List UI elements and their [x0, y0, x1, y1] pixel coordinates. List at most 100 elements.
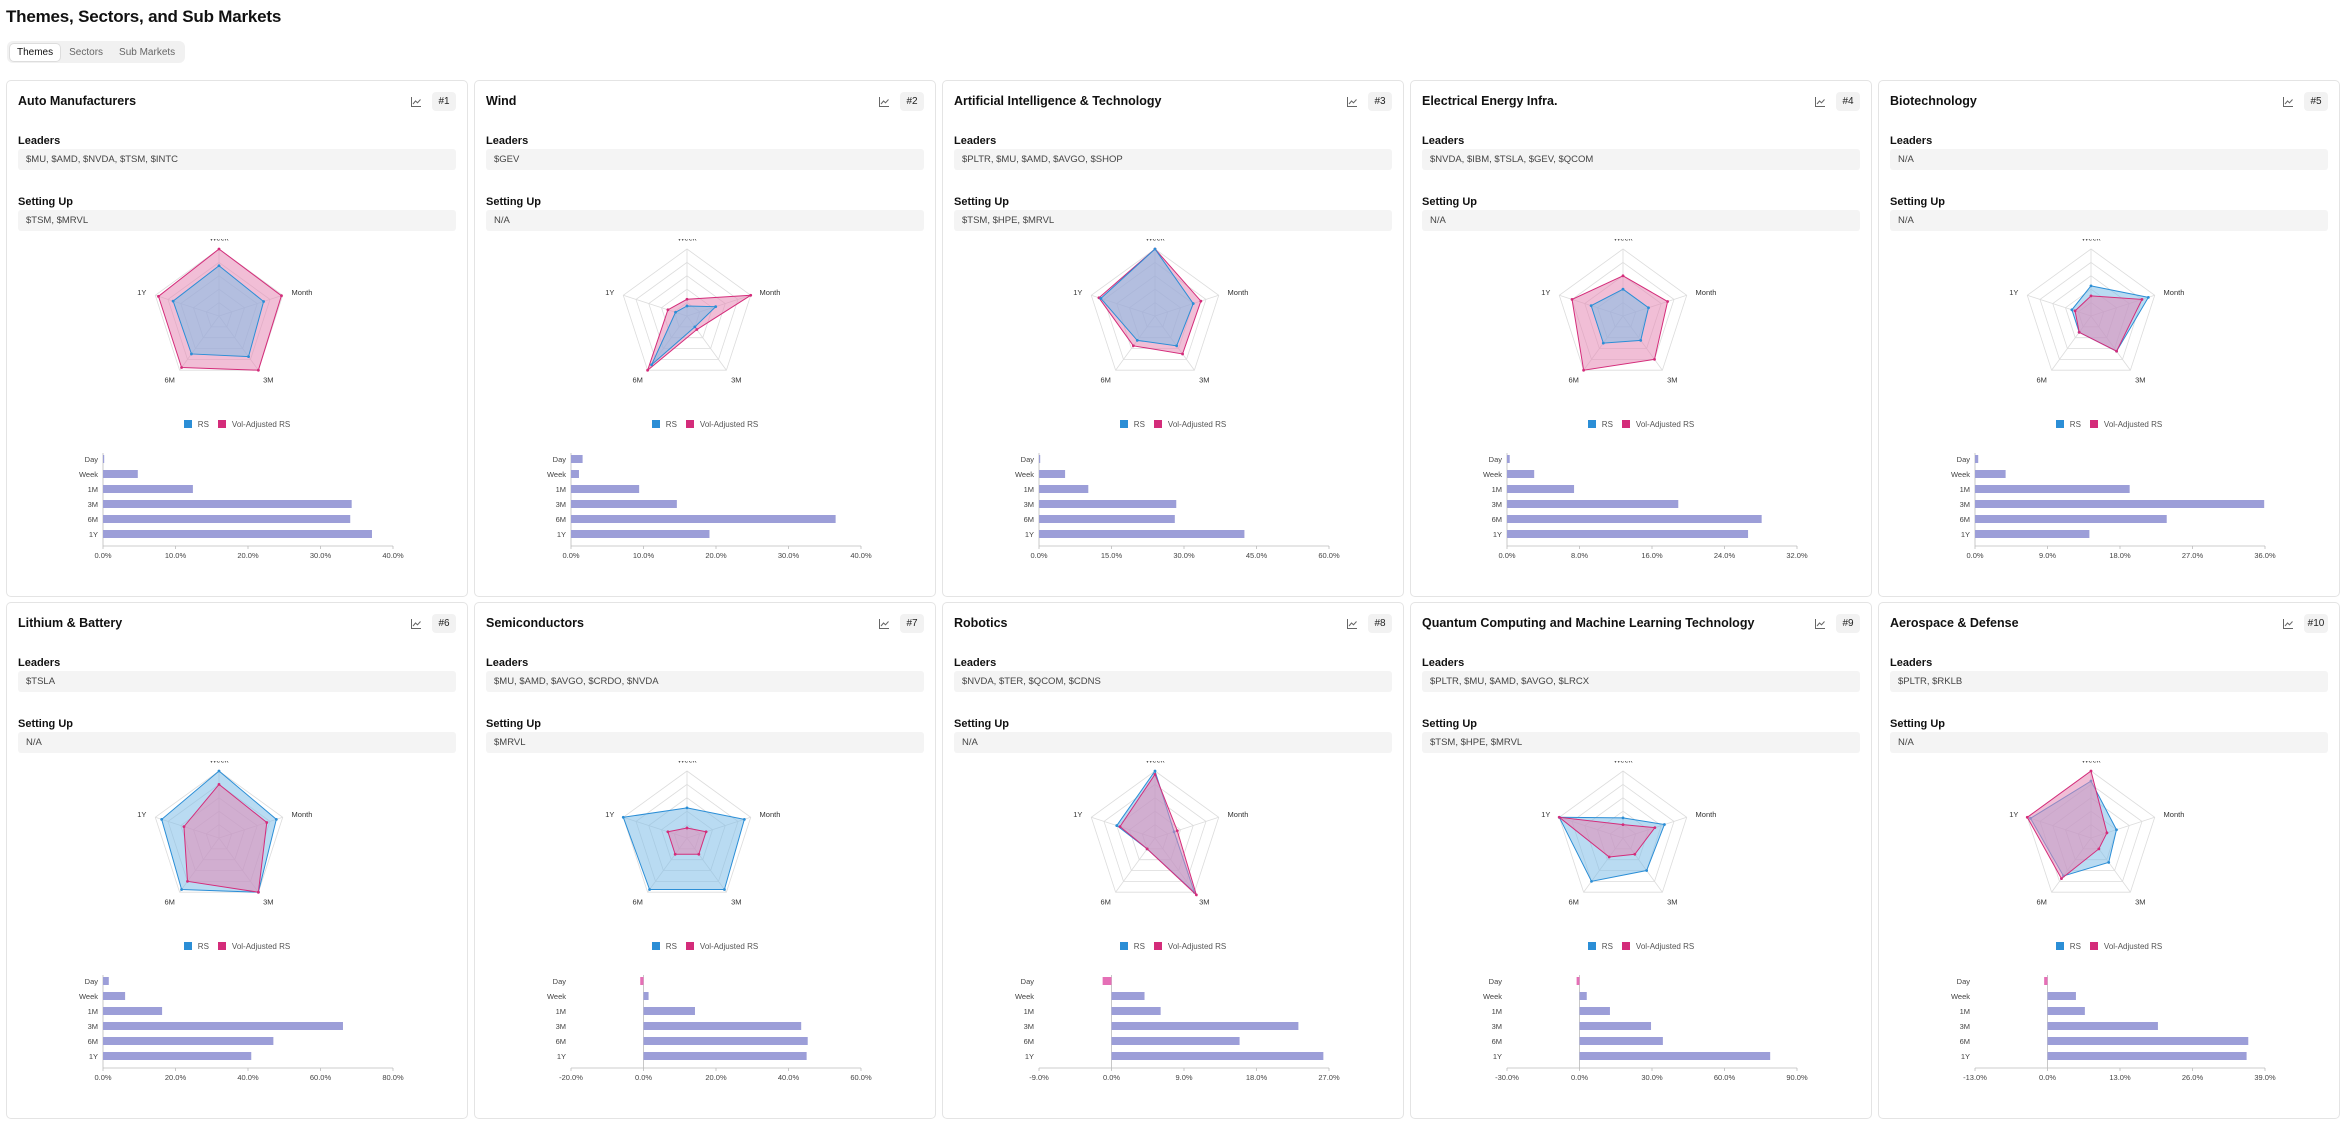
- page-title: Themes, Sectors, and Sub Markets: [6, 7, 282, 26]
- radar-series-vol: [2074, 295, 2143, 352]
- theme-card-grid: Auto Manufacturers #1 Leaders $MU, $AMD,…: [6, 80, 2340, 1119]
- legend-swatch-vol: [685, 420, 694, 428]
- radar-axis-label: 3M: [1199, 897, 1209, 906]
- radar-axis-label: 1Y: [605, 810, 614, 819]
- radar-point: [685, 304, 689, 308]
- radar-point: [1607, 855, 1611, 859]
- bar: [1039, 530, 1245, 538]
- card-title: Electrical Energy Infra.: [1422, 94, 1558, 108]
- radar-axis-label: 3M: [1199, 375, 1209, 384]
- legend-item-rs[interactable]: RS: [1587, 942, 1613, 951]
- legend-label-rs: RS: [197, 942, 209, 951]
- tab-sectors[interactable]: Sectors: [69, 46, 104, 58]
- legend-item-vol[interactable]: Vol-Adjusted RS: [217, 942, 290, 951]
- bar: [1111, 1022, 1299, 1030]
- radar-point: [1621, 823, 1625, 826]
- radar-chart: Week Month 3M 6M 1Y: [605, 239, 781, 384]
- line-chart-icon[interactable]: [1343, 615, 1361, 633]
- legend-item-rs[interactable]: RS: [651, 420, 677, 429]
- radar-point: [1153, 772, 1157, 776]
- legend-item-rs[interactable]: RS: [2055, 942, 2081, 951]
- line-chart-icon[interactable]: [2279, 93, 2297, 111]
- card-title: Quantum Computing and Machine Learning T…: [1422, 616, 1755, 630]
- bar: [103, 1037, 274, 1045]
- radar-series-vol: [667, 827, 707, 855]
- bar-category-label: 3M: [88, 500, 98, 509]
- line-chart-icon[interactable]: [407, 93, 425, 111]
- line-chart-icon[interactable]: [2279, 615, 2297, 633]
- bar-x-tick-label: 30.0%: [778, 551, 800, 560]
- tab-sub-markets[interactable]: Sub Markets: [119, 46, 176, 58]
- radar-axis-label: Month: [760, 288, 781, 297]
- legend-item-vol[interactable]: Vol-Adjusted RS: [1621, 942, 1694, 951]
- radar-point: [1191, 302, 1195, 305]
- radar-axis-label: 3M: [1667, 375, 1677, 384]
- bar-chart: 0.0% 10.0% 20.0% 30.0% 40.0% Day Week 1M 3M 6M 1Y: [547, 453, 872, 560]
- bar-x-tick-label: 40.0%: [778, 1073, 800, 1082]
- bar-category-label: 6M: [1492, 515, 1502, 524]
- radar-point: [2140, 298, 2144, 301]
- legend-item-vol[interactable]: Vol-Adjusted RS: [685, 942, 758, 951]
- bar-category-label: Week: [1951, 470, 1970, 479]
- legend-item-rs[interactable]: RS: [1119, 420, 1145, 429]
- bar-category-label: Week: [547, 470, 566, 479]
- leaders-value: $PLTR, $MU, $AMD, $AVGO, $LRCX: [1422, 671, 1860, 692]
- setting-up-label: Setting Up: [954, 718, 1009, 730]
- bar-x-tick-label: 60.0%: [850, 1073, 872, 1082]
- radar-axis-label: 3M: [731, 375, 741, 384]
- legend-item-vol[interactable]: Vol-Adjusted RS: [2089, 942, 2162, 951]
- bar: [571, 500, 677, 508]
- bar-x-tick-label: 27.0%: [2182, 551, 2204, 560]
- line-chart-icon[interactable]: [1811, 93, 1829, 111]
- bar-x-tick-label: -20.0%: [559, 1073, 583, 1082]
- radar-grid-ring: [1571, 783, 1675, 882]
- bar: [103, 500, 352, 508]
- radar-legend: RS Vol-Adjusted RS: [943, 942, 1403, 951]
- radar-point: [1601, 341, 1605, 345]
- setting-up-value: N/A: [1422, 210, 1860, 231]
- radar-point: [1621, 287, 1625, 291]
- radar-point: [1633, 852, 1637, 856]
- legend-swatch-rs: [2055, 942, 2064, 950]
- legend-item-vol[interactable]: Vol-Adjusted RS: [685, 420, 758, 429]
- radar-point: [1118, 825, 1122, 829]
- bar-category-label: 1Y: [557, 530, 566, 539]
- radar-axis-label: Week: [1613, 239, 1632, 243]
- bar-x-tick-label: -9.0%: [1029, 1073, 1049, 1082]
- legend-item-vol[interactable]: Vol-Adjusted RS: [2089, 420, 2162, 429]
- line-chart-icon[interactable]: [875, 615, 893, 633]
- radar-axis-label: Week: [677, 239, 696, 243]
- radar-point: [704, 830, 708, 834]
- legend-item-vol[interactable]: Vol-Adjusted RS: [1153, 942, 1226, 951]
- line-chart-icon[interactable]: [1343, 93, 1361, 111]
- bar-category-label: Day: [1957, 455, 1971, 464]
- legend-item-vol[interactable]: Vol-Adjusted RS: [1153, 420, 1226, 429]
- radar-axis-label: Month: [1228, 810, 1249, 819]
- line-chart-icon[interactable]: [1811, 615, 1829, 633]
- bar: [643, 1052, 807, 1060]
- leaders-label: Leaders: [486, 135, 529, 147]
- bar: [1102, 977, 1112, 985]
- bar-chart: -30.0% 0.0% 30.0% 60.0% 90.0% Day Week 1M 3M 6M 1Y: [1483, 975, 1808, 1082]
- tab-themes[interactable]: Themes: [10, 43, 61, 61]
- legend-item-rs[interactable]: RS: [651, 942, 677, 951]
- legend-item-rs[interactable]: RS: [1587, 420, 1613, 429]
- setting-up-label: Setting Up: [1422, 196, 1477, 208]
- bar: [1579, 1037, 1663, 1045]
- line-chart-icon[interactable]: [875, 93, 893, 111]
- legend-item-rs[interactable]: RS: [1119, 942, 1145, 951]
- bar: [643, 1037, 808, 1045]
- legend-item-vol[interactable]: Vol-Adjusted RS: [1621, 420, 1694, 429]
- legend-swatch-vol: [217, 420, 226, 428]
- radar-axis-label: 6M: [2037, 375, 2047, 384]
- bar-chart: 0.0% 10.0% 20.0% 30.0% 40.0% Day Week 1M 3M 6M 1Y: [79, 453, 404, 560]
- legend-item-rs[interactable]: RS: [183, 420, 209, 429]
- line-chart-icon[interactable]: [407, 615, 425, 633]
- legend-item-rs[interactable]: RS: [2055, 420, 2081, 429]
- legend-item-vol[interactable]: Vol-Adjusted RS: [217, 420, 290, 429]
- leaders-label: Leaders: [1890, 135, 1933, 147]
- bar-category-label: 1Y: [1493, 530, 1502, 539]
- legend-label-rs: RS: [2069, 420, 2081, 429]
- radar-axis-label: 3M: [1667, 897, 1677, 906]
- legend-item-rs[interactable]: RS: [183, 942, 209, 951]
